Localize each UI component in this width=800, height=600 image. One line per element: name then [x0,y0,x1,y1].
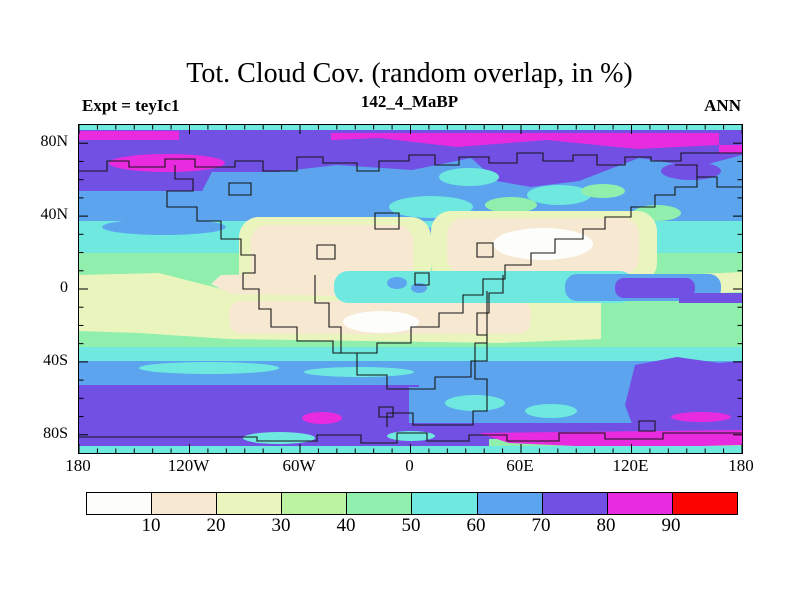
plot-subtitle: 142_4_MaBP [360,92,459,111]
colorbar-swatch-5 [412,493,478,514]
cloud-cover-contour-map [79,125,742,453]
lat-tick-label: 40N [40,206,68,224]
colorbar-swatch-7 [542,493,608,514]
colorbar-level-label: 70 [531,515,551,536]
map-plot-area [78,124,743,454]
season-label: ANN [704,96,741,115]
colorbar-level-label: 50 [401,515,421,536]
plot-title: Tot. Cloud Cov. (random overlap, in %) [186,58,633,89]
colorbar-labels: 10 20 30 40 50 60 70 80 90 [86,515,736,539]
lat-tick-label: 40S [43,351,68,369]
colorbar-level-label: 60 [466,515,486,536]
lon-tick-label: 60E [506,456,534,475]
colorbar-swatch-4 [347,493,413,514]
colorbar-swatch-1 [152,493,218,514]
lon-tick-label: 120E [612,456,649,475]
lon-tick-label: 60W [282,456,316,475]
lat-tick-label: 0 [60,279,68,296]
lon-tick-label: 180 [65,456,91,475]
experiment-label: Expt = teyIc1 [82,96,180,115]
colorbar-level-label: 90 [661,515,681,536]
lat-tick-label: 80S [43,424,68,442]
lon-tick-label: 120W [167,456,210,475]
colorbar-swatch-9 [672,493,737,514]
lon-tick-label: 180 [728,456,754,475]
colorbar-swatch-6 [477,493,543,514]
colorbar-level-label: 40 [336,515,356,536]
colorbar-swatch-3 [282,493,348,514]
colorbar [86,492,738,515]
lat-tick-label: 80N [40,133,68,151]
axis-ticks [79,125,742,453]
coastlines [79,152,742,444]
colorbar-level-label: 10 [141,515,161,536]
colorbar-level-label: 80 [596,515,616,536]
colorbar-swatch-2 [217,493,283,514]
colorbar-level-label: 20 [206,515,226,536]
colorbar-level-label: 30 [271,515,291,536]
colorbar-swatch-0 [87,493,153,514]
lon-tick-label: 0 [405,456,414,475]
colorbar-swatch-8 [607,493,673,514]
